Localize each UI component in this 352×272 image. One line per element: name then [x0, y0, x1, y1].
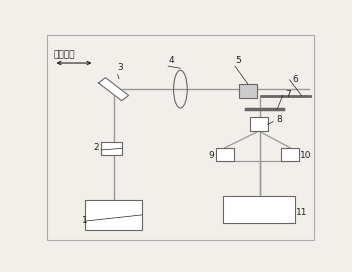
Bar [223, 196, 295, 223]
Bar [101, 141, 122, 155]
Text: 前后移动: 前后移动 [54, 50, 75, 59]
Text: 11: 11 [296, 208, 308, 217]
Text: 8: 8 [276, 115, 282, 124]
Bar [85, 200, 142, 230]
Text: 6: 6 [292, 75, 298, 84]
Text: 7: 7 [285, 89, 291, 98]
Bar [281, 148, 299, 162]
Text: 9: 9 [209, 151, 214, 160]
Bar [239, 84, 257, 98]
Text: 5: 5 [235, 56, 241, 65]
Text: 2: 2 [93, 143, 99, 152]
Text: 1: 1 [82, 216, 88, 225]
Text: 10: 10 [301, 151, 312, 160]
Bar [216, 148, 234, 162]
Bar [250, 118, 268, 131]
Polygon shape [99, 78, 128, 101]
Text: 3: 3 [118, 63, 124, 72]
Text: 4: 4 [168, 56, 174, 65]
